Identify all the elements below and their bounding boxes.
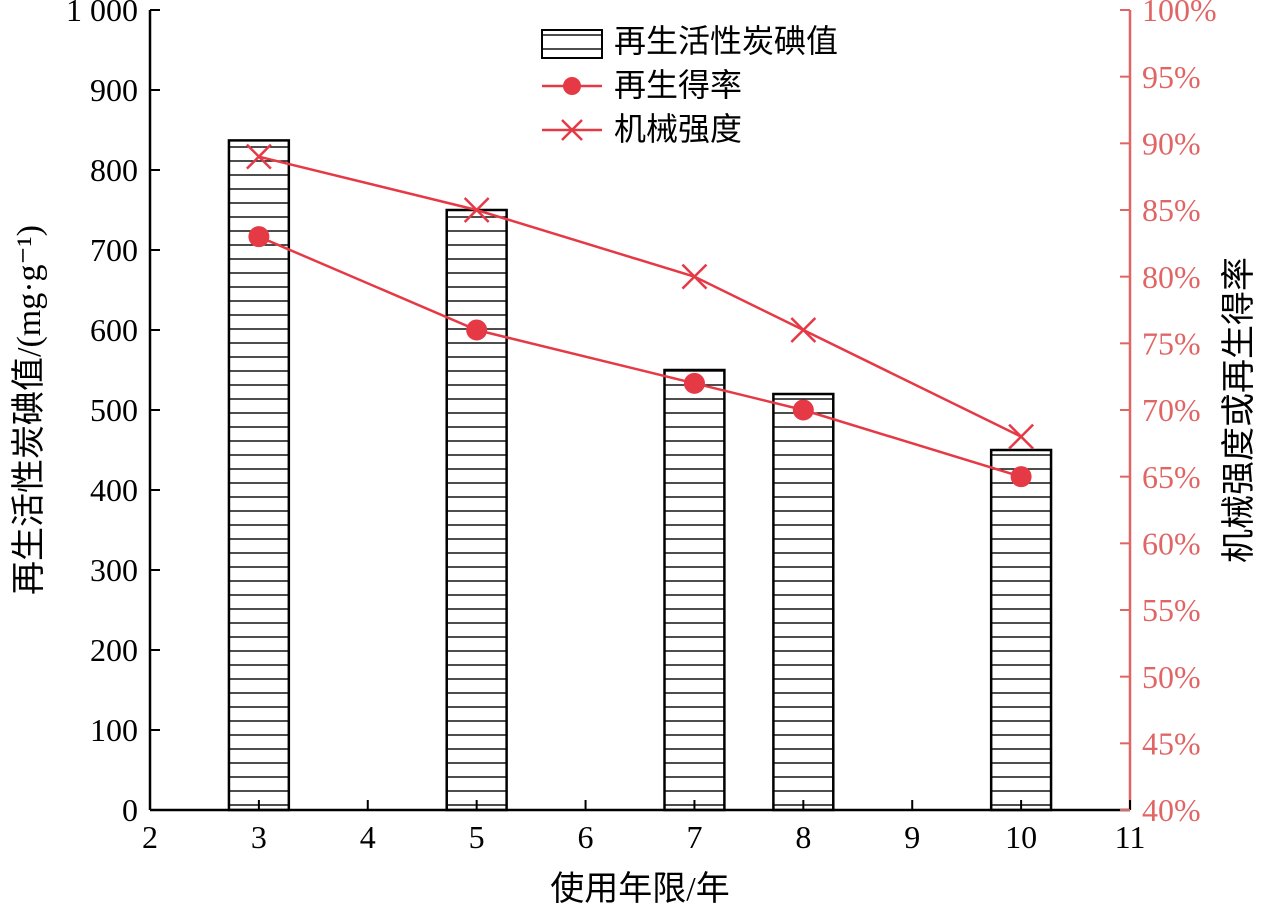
marker-circle (1011, 467, 1031, 487)
x-tick-label: 6 (578, 819, 594, 855)
marker-circle (793, 400, 813, 420)
legend: 再生活性炭碘值再生得率机械强度 (542, 23, 838, 147)
yR-tick-label: 100% (1142, 0, 1217, 28)
legend-label: 再生活性炭碘值 (614, 23, 838, 59)
yR-tick-label: 75% (1142, 326, 1201, 362)
x-axis-label: 使用年限/年 (550, 870, 729, 908)
x-tick-label: 9 (904, 819, 920, 855)
bar (665, 370, 725, 810)
series-line (259, 157, 1021, 437)
yL-tick-label: 300 (90, 552, 138, 588)
y-right-axis-label: 机械强度或再生得率 (1220, 257, 1258, 563)
series-line (259, 237, 1021, 477)
chart-container: 2 3 4 5 6 7 8 9 10 11 使用年限/年 0 100 200 300 400 500 600 700… (0, 0, 1280, 920)
x-tick-label: 2 (142, 819, 158, 855)
bar (447, 210, 507, 810)
yL-tick-label: 200 (90, 632, 138, 668)
x-tick-label: 4 (360, 819, 376, 855)
yR-tick-label: 85% (1142, 192, 1201, 228)
legend-label: 再生得率 (614, 67, 742, 103)
bars-group (229, 140, 1051, 810)
yL-tick-label: 800 (90, 152, 138, 188)
legend-swatch-bar (542, 30, 602, 58)
yR-tick-label: 40% (1142, 792, 1201, 828)
yL-tick-label: 400 (90, 472, 138, 508)
legend-marker-circle (563, 77, 581, 95)
yL-tick-label: 100 (90, 712, 138, 748)
yL-tick-label: 900 (90, 72, 138, 108)
yL-tick-label: 0 (122, 792, 138, 828)
x-tick-label: 11 (1115, 819, 1146, 855)
yR-tick-label: 50% (1142, 659, 1201, 695)
x-tick-label: 10 (1005, 819, 1037, 855)
bar (991, 450, 1051, 810)
yR-tick-label: 45% (1142, 726, 1201, 762)
y-left-axis-label: 再生活性炭碘值/(mg·g⁻¹) (10, 225, 48, 595)
yL-tick-label: 1 000 (66, 0, 138, 28)
x-tick-label: 3 (251, 819, 267, 855)
yR-tick-label: 65% (1142, 459, 1201, 495)
yL-tick-label: 500 (90, 392, 138, 428)
x-tick-label: 8 (795, 819, 811, 855)
x-tick-label: 7 (686, 819, 702, 855)
legend-label: 机械强度 (614, 111, 742, 147)
yR-tick-label: 95% (1142, 59, 1201, 95)
yR-tick-label: 80% (1142, 259, 1201, 295)
series-机械强度 (247, 145, 1033, 449)
yL-tick-label: 700 (90, 232, 138, 268)
yR-tick-label: 70% (1142, 392, 1201, 428)
x-tick-label: 5 (469, 819, 485, 855)
yL-tick-label: 600 (90, 312, 138, 348)
bar (773, 394, 833, 810)
marker-circle (249, 227, 269, 247)
yR-tick-label: 60% (1142, 526, 1201, 562)
dual-axis-chart: 2 3 4 5 6 7 8 9 10 11 使用年限/年 0 100 200 300 400 500 600 700… (0, 0, 1280, 920)
yR-tick-label: 90% (1142, 126, 1201, 162)
marker-circle (684, 373, 704, 393)
marker-circle (467, 320, 487, 340)
series-再生得率 (249, 227, 1031, 487)
yR-tick-label: 55% (1142, 592, 1201, 628)
